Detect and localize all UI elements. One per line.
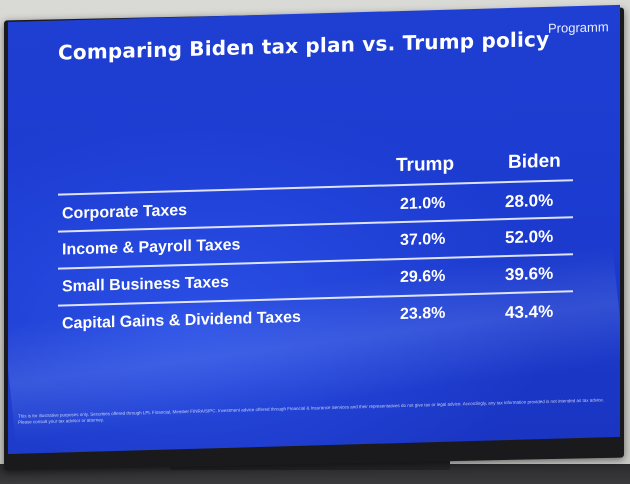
- row-value-trump: 21.0%: [400, 194, 446, 214]
- row-value-trump: 29.6%: [400, 267, 446, 287]
- slide-title: Comparing Biden tax plan vs. Trump polic…: [58, 26, 550, 65]
- row-value-biden: 52.0%: [505, 226, 554, 248]
- channel-logo: Programm: [548, 19, 609, 36]
- row-label-income-payroll: Income & Payroll Taxes: [62, 236, 241, 259]
- row-label-corporate: Corporate Taxes: [62, 201, 188, 223]
- tv-base-shadow: [0, 464, 630, 484]
- tv-screen: Comparing Biden tax plan vs. Trump polic…: [8, 4, 620, 454]
- column-header-biden: Biden: [508, 150, 561, 174]
- row-value-biden: 43.4%: [505, 301, 554, 323]
- row-value-biden: 28.0%: [505, 190, 554, 212]
- row-value-trump: 37.0%: [400, 230, 446, 250]
- row-label-small-business: Small Business Taxes: [62, 273, 229, 296]
- row-value-biden: 39.6%: [505, 263, 554, 285]
- column-header-trump: Trump: [396, 153, 455, 177]
- row-value-trump: 23.8%: [400, 304, 446, 324]
- table-divider: [58, 179, 573, 196]
